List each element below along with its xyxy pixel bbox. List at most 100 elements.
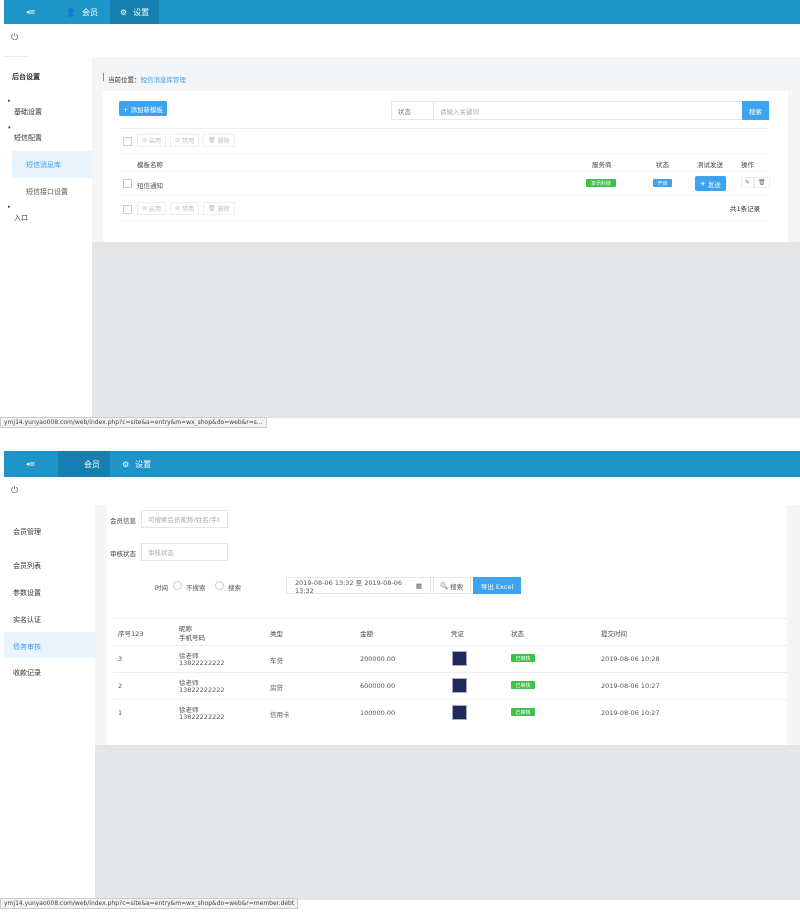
sidebar-item-sms-library[interactable]: 短信消息库 xyxy=(12,151,92,178)
caret-down-icon: ▾ xyxy=(8,125,11,131)
row-type: 房贷 xyxy=(270,684,283,692)
enable-button[interactable]: ⊘ 启用 xyxy=(137,134,167,147)
tab-settings[interactable]: ⚙ 设置 xyxy=(110,0,160,24)
empty-area xyxy=(95,745,800,900)
divider xyxy=(119,171,769,172)
template-name: 短信通知 xyxy=(137,182,163,190)
send-test-button[interactable]: ✈ 发送 xyxy=(695,176,726,191)
col-provider: 服务商 xyxy=(592,161,612,169)
row-type: 车贷 xyxy=(270,657,283,665)
top-navbar: ◂≡ 👤 会员 ⚙ 设置 xyxy=(4,0,800,24)
status-badge: 开启 xyxy=(653,179,672,187)
trash-icon: 🗑 xyxy=(208,137,216,144)
ban-icon: ⊘ xyxy=(175,205,181,212)
sidebar-item-member-list[interactable]: 会员列表 xyxy=(13,562,41,570)
breadcrumb-current[interactable]: 短信消息库管理 xyxy=(140,76,187,84)
radio-search[interactable] xyxy=(215,581,224,590)
status-badge: 已审核 xyxy=(511,681,535,689)
divider xyxy=(119,220,769,221)
review-status-label: 审核状态 xyxy=(110,550,136,558)
sidebar-item-params[interactable]: 参数设置 xyxy=(13,589,41,597)
caret-right-icon: ▸ xyxy=(8,98,11,104)
sidebar-item-payments[interactable]: 收款记录 xyxy=(13,669,41,677)
delete-button[interactable]: 🗑 删除 xyxy=(203,134,235,147)
member-info-label: 会员信息 xyxy=(110,517,136,525)
edit-icon[interactable]: ✎ xyxy=(741,177,755,188)
gear-icon: ⚙ xyxy=(120,7,128,17)
power-icon[interactable]: ⏻ xyxy=(11,33,19,43)
col-nick: 昵称 xyxy=(179,625,192,633)
col-phone: 手机号码 xyxy=(179,634,205,642)
radio-no-search-label[interactable]: 不搜索 xyxy=(186,584,206,592)
enable-button-bottom[interactable]: ⊘ 启用 xyxy=(137,202,167,215)
divider xyxy=(113,699,787,700)
bottom-navbar: ◂≡ 👤 会员 ⚙ 设置 xyxy=(4,451,800,477)
calendar-icon: ▦ xyxy=(415,581,422,590)
radio-no-search[interactable] xyxy=(173,581,182,590)
delete-button-bottom[interactable]: 🗑 删除 xyxy=(203,202,235,215)
keyword-input[interactable]: 请输入关键词 xyxy=(433,101,743,120)
date-range-value: 2019-08-06 13:32 至 2019-08-06 13:32 xyxy=(295,578,402,595)
col-ops: 操作 xyxy=(741,161,754,169)
row-phone: 13822222222 xyxy=(179,713,225,721)
sidebar-item-entry[interactable]: 入口 xyxy=(14,214,28,222)
empty-area xyxy=(92,242,800,418)
add-template-button[interactable]: + 添加新模板 xyxy=(119,101,167,116)
review-status-select[interactable]: 审核状态 xyxy=(141,543,228,561)
proof-thumbnail[interactable] xyxy=(452,651,467,666)
disable-button[interactable]: ⊘ 禁用 xyxy=(170,134,200,147)
search-button[interactable]: 🔍 搜索 xyxy=(433,577,471,594)
proof-thumbnail[interactable] xyxy=(452,678,467,693)
col-status: 状态 xyxy=(511,630,524,638)
disable-button-bottom[interactable]: ⊘ 禁用 xyxy=(170,202,200,215)
col-type: 类型 xyxy=(270,630,283,638)
status-filter[interactable]: 状态 xyxy=(391,101,434,120)
check-circle-icon: ⊘ xyxy=(142,137,148,144)
col-seq: 序号123 xyxy=(118,630,144,638)
row-seq: 3 xyxy=(118,655,123,663)
select-all-checkbox[interactable] xyxy=(123,137,132,146)
tab-member[interactable]: 👤 会员 xyxy=(66,7,98,17)
row-time: 2019-08-06 10:28 xyxy=(601,655,660,663)
member-info-input[interactable]: 可搜索会员昵称/姓名/手t xyxy=(141,510,228,528)
power-icon[interactable]: ⏻ xyxy=(11,486,19,496)
row-time: 2019-08-06 10:27 xyxy=(601,682,660,690)
record-count: 共1条记录 xyxy=(730,205,761,213)
col-status: 状态 xyxy=(656,161,669,169)
search-button[interactable]: 搜索 xyxy=(742,101,769,120)
tab-settings[interactable]: ⚙ 设置 xyxy=(122,459,152,469)
date-range-input[interactable]: 2019-08-06 13:32 至 2019-08-06 13:32 ▦ xyxy=(286,577,431,595)
sidebar-item-realname[interactable]: 实名认证 xyxy=(13,616,41,624)
status-bar-url: ymj14.yunyao008.com/web/index.php?c=site… xyxy=(0,898,299,909)
sidebar-item-sms-api[interactable]: 短信接口设置 xyxy=(26,188,68,196)
sidebar-item-sms[interactable]: 短信配置 xyxy=(14,134,42,142)
sidebar-item-debt-review[interactable]: 债务审核 xyxy=(4,632,95,658)
status-badge: 已审核 xyxy=(511,654,535,662)
col-time: 提交时间 xyxy=(601,630,627,638)
divider xyxy=(113,618,787,619)
collapse-menu-icon[interactable]: ◂≡ xyxy=(26,8,36,16)
row-checkbox[interactable] xyxy=(123,179,132,188)
select-all-checkbox-bottom[interactable] xyxy=(123,205,132,214)
user-icon: 👤 xyxy=(66,7,76,17)
time-label: 时间 xyxy=(155,584,168,592)
export-excel-button[interactable]: 导出 Excel xyxy=(473,577,521,594)
gear-icon: ⚙ xyxy=(122,459,130,469)
trash-icon[interactable]: 🗑 xyxy=(754,177,770,188)
breadcrumb-prefix: 当前位置： xyxy=(108,76,141,84)
divider xyxy=(113,645,787,646)
row-type: 信用卡 xyxy=(270,711,290,719)
row-seq: 1 xyxy=(118,709,123,717)
col-amount: 金额 xyxy=(360,630,373,638)
row-phone: 13822222222 xyxy=(179,686,225,694)
radio-search-label[interactable]: 搜索 xyxy=(228,584,241,592)
row-phone: 13822222222 xyxy=(179,659,225,667)
check-circle-icon: ⊘ xyxy=(142,205,148,212)
main-card xyxy=(107,505,787,745)
proof-thumbnail[interactable] xyxy=(452,705,467,720)
collapse-menu-icon[interactable]: ◂≡ xyxy=(26,460,36,468)
tab-member[interactable]: 👤 会员 xyxy=(58,451,110,477)
sidebar-title: 后台设置 xyxy=(12,73,40,81)
sidebar-item-basic[interactable]: 基础设置 xyxy=(14,108,42,116)
row-amount: 600000.00 xyxy=(360,682,396,690)
